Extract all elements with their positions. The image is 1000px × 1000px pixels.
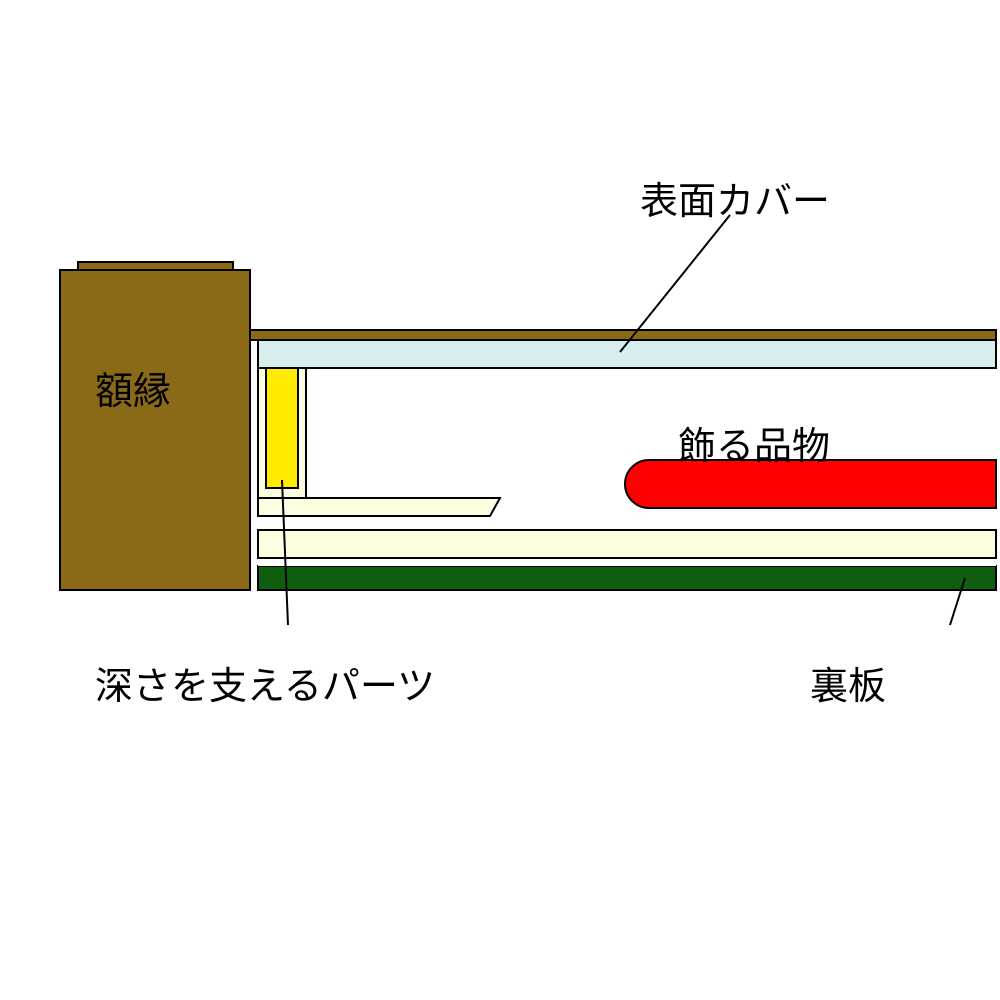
label-frame: 額縁 [95,360,171,415]
cross-section-diagram [0,0,1000,1000]
label-depth-support: 深さを支えるパーツ [95,655,435,710]
label-cover: 表面カバー [640,170,830,225]
label-back-panel: 裏板 [810,655,886,710]
label-item: 飾る品物 [678,415,830,470]
